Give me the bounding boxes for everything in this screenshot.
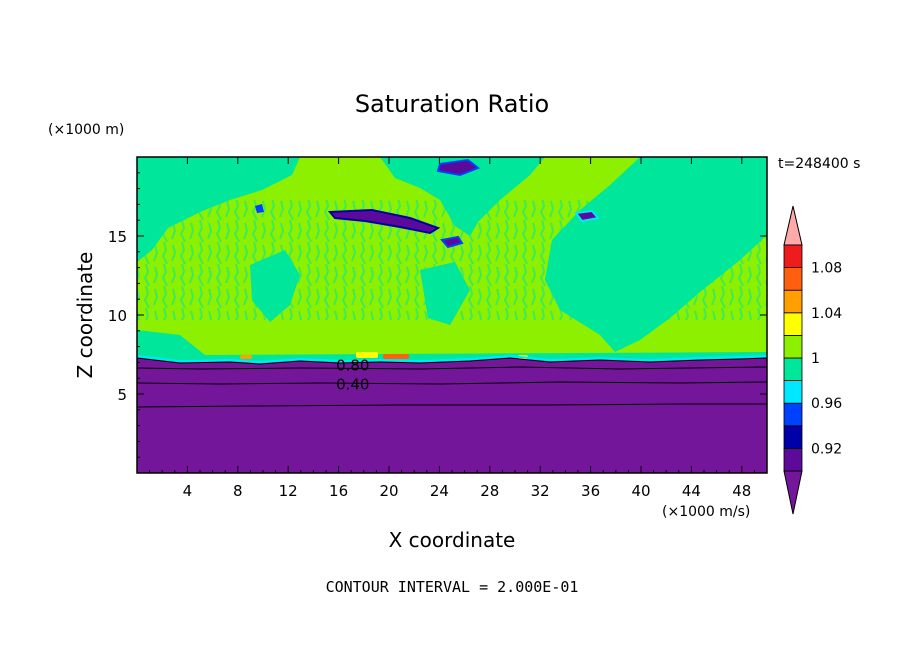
contour-line-080 [137,366,767,370]
x-tick-label: 24 [430,482,449,500]
colorbar-swatch [783,289,803,314]
colorbar-swatch [783,357,803,382]
dry-patch-small1 [440,235,464,249]
colorbar-tick-label: 1.08 [811,261,842,277]
dry-streak-main [327,208,441,235]
y-tick-label: 10 [108,307,127,325]
colorbar-swatch [783,402,803,427]
y-tick-label: 15 [108,228,127,246]
colorbar-under-triangle [783,470,803,515]
time-label: t=248400 s [778,156,860,172]
contour-line-low [137,403,767,408]
colorbar-swatch [783,244,803,269]
x-tick-label: 28 [480,482,499,500]
x-unit-label: (×1000 m/s) [662,504,750,520]
colorbar-swatch [783,267,803,291]
y-ticks: 5 10 15 [108,172,767,458]
y-axis-label: Z coordinate [73,252,97,379]
x-tick-label: 36 [581,482,600,500]
x-tick-label: 32 [531,482,550,500]
region-aquamarine-top [380,157,545,236]
x-tick-label: 4 [183,482,193,500]
dry-patch-small3 [255,204,264,213]
y-unit-label: (×1000 m) [48,122,124,138]
x-tick-label: 16 [329,482,348,500]
x-axis-label: X coordinate [389,528,516,552]
colorbar-tick-label: 1.04 [811,306,842,322]
colorbar-swatch [783,425,803,449]
region-aquamarine-left [137,157,300,262]
boundary-layer [137,357,767,473]
boundary-cyan-edge [137,354,767,364]
y-tick-label: 5 [117,386,127,404]
colorbar-swatch [783,334,803,359]
chart-title: Saturation Ratio [355,90,549,118]
colorbar-swatch [783,380,803,404]
supersat-spot-3 [240,355,252,359]
contour-label: 0.40 [336,376,369,394]
colorbar-over-triangle [783,205,803,246]
plot-area: 0.800.40 [137,157,767,473]
noise-texture [137,200,767,320]
colorbar-tick-label: 0.92 [811,441,842,457]
x-tick-label: 20 [379,482,398,500]
colorbar-swatch [783,447,803,472]
contour-label: 0.80 [336,357,369,375]
supersat-spot-2 [383,354,409,359]
x-tick-label: 12 [279,482,298,500]
x-tick-label: 40 [631,482,650,500]
x-tick-label: 44 [682,482,701,500]
dry-patch-small2 [574,209,600,223]
x-tick-label: 48 [732,482,751,500]
contour-labels: 0.800.40 [336,357,369,394]
x-tick-label: 8 [233,482,243,500]
dry-patch-top [436,158,480,177]
supersat-spot-1 [356,352,378,358]
contour-interval-footer: CONTOUR INTERVAL = 2.000E-01 [326,578,579,596]
x-ticks: 4 8 12 16 20 24 28 32 36 40 44 48 [149,157,755,500]
contour-line-040 [137,381,767,385]
colorbar: 0.92 0.96 1 1.04 1.08 [783,205,842,515]
colorbar-tick-label: 1 [811,351,820,367]
colorbar-swatch [783,312,803,336]
colorbar-tick-label: 0.96 [811,396,842,412]
